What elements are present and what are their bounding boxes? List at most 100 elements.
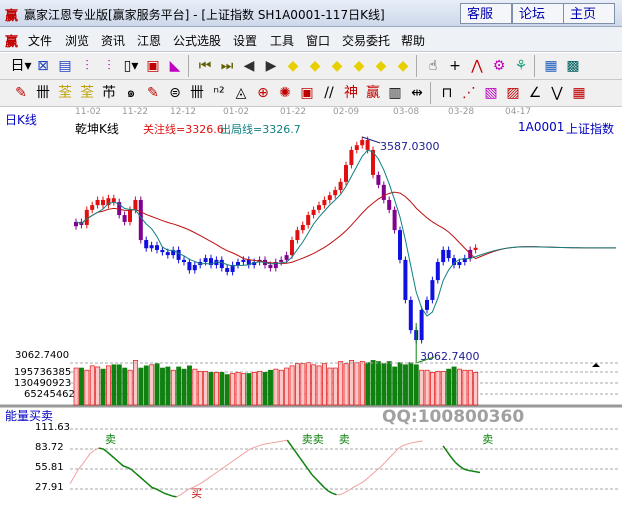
menu-trading[interactable]: 交易委托	[342, 34, 391, 48]
homepage-button[interactable]: 主页	[563, 3, 615, 24]
volume-bar	[197, 370, 203, 406]
last-icon[interactable]: ⏭	[220, 58, 234, 74]
volume-bar	[354, 362, 360, 406]
gear-pattern-icon[interactable]: ⚙	[492, 58, 506, 74]
fan-box-icon[interactable]: ▧	[484, 85, 498, 101]
gold-1-icon[interactable]: 荃	[58, 85, 72, 101]
energy-segment	[307, 468, 313, 476]
pattern-icon[interactable]: ⚘	[514, 58, 528, 74]
chart-area[interactable]: 日K线 11-02 11-22 12-12 01-02 01-22 02-09 03-08 0…	[0, 107, 622, 510]
lines-icon[interactable]: 卌	[190, 85, 204, 101]
overlay-icon[interactable]: ▣	[146, 58, 160, 74]
crosshair-icon[interactable]: +	[449, 58, 461, 74]
candle	[176, 249, 181, 260]
volume-bar	[84, 369, 90, 406]
move-right-icon[interactable]: ◆	[309, 58, 321, 74]
volume-bar	[316, 365, 322, 406]
energy-segment	[274, 441, 280, 443]
info-icon[interactable]: ▤	[58, 58, 72, 74]
menu-formula-screening[interactable]: 公式选股	[173, 34, 222, 48]
right-icon[interactable]: ▶	[265, 58, 277, 74]
volume-bar	[359, 361, 365, 406]
star-icon[interactable]: ✺	[279, 85, 291, 101]
wave-icon[interactable]: ⋁	[551, 85, 563, 101]
line-icon[interactable]: ⋀	[471, 58, 483, 74]
gann-grid-icon[interactable]: 卌	[36, 85, 50, 101]
calculator-icon[interactable]: ▩	[566, 58, 580, 74]
menu-help[interactable]: 帮助	[401, 34, 426, 48]
zoom-in-icon[interactable]: ◆	[331, 58, 343, 74]
energy-segment	[205, 477, 210, 481]
energy-segment	[471, 470, 477, 473]
fan-icon[interactable]: ⋰	[462, 85, 476, 101]
menu-window[interactable]: 窗口	[306, 34, 331, 48]
menu-logo: 赢	[5, 35, 19, 50]
candle	[376, 174, 381, 185]
volume-bar	[365, 362, 371, 406]
box-icon[interactable]: ⊓	[441, 85, 453, 101]
fan-box-2-icon[interactable]: ▨	[506, 85, 520, 101]
pen-icon[interactable]: ✎	[15, 85, 27, 101]
candle	[338, 181, 343, 191]
volume-bar	[278, 369, 284, 406]
period-day-button[interactable]: 日▾	[10, 58, 32, 74]
gann-angle-icon[interactable]: ∠	[528, 85, 542, 101]
energy-segment	[172, 495, 177, 498]
indicator-9-icon[interactable]: ⫶	[107, 58, 111, 74]
menu-news[interactable]: 资讯	[101, 34, 126, 48]
period-label: 日K线	[5, 113, 37, 127]
marks-icon[interactable]: //	[324, 85, 334, 101]
spiral-icon[interactable]: ๑	[126, 85, 136, 101]
expand-icon[interactable]: ◆	[375, 58, 387, 74]
date-tick: 11-02	[75, 107, 102, 117]
energy-segment	[319, 482, 325, 489]
volume-bar	[208, 372, 214, 406]
menu-tools[interactable]: 工具	[270, 34, 295, 48]
candle-type-icon[interactable]: ▯▾	[123, 58, 139, 74]
volume-bar	[262, 372, 268, 406]
date-tick: 04-17	[505, 107, 532, 117]
energy-segment	[147, 483, 153, 489]
shen-icon[interactable]: 神	[344, 85, 358, 101]
indicator-3-icon[interactable]: ⫶	[85, 58, 89, 74]
flag-icon[interactable]: ◣	[169, 58, 181, 74]
chart-switch-icon[interactable]: ⊠	[37, 58, 49, 74]
move-left-icon[interactable]: ◆	[287, 58, 299, 74]
energy-segment	[106, 451, 112, 456]
energy-segment	[168, 493, 173, 497]
ruler-icon[interactable]: ▥	[388, 85, 402, 101]
calendar-icon[interactable]: ▦	[544, 58, 558, 74]
volume-bar	[116, 364, 122, 406]
candle	[290, 240, 294, 256]
forum-button[interactable]: 论坛	[512, 3, 564, 24]
left-icon[interactable]: ◀	[243, 58, 255, 74]
grid-icon[interactable]: ▦	[572, 85, 586, 101]
shrink-icon[interactable]: ◆	[397, 58, 409, 74]
candle	[84, 209, 89, 225]
volume-bar	[160, 367, 165, 406]
menu-gann[interactable]: 江恩	[137, 34, 162, 48]
window-title: 赢家江恩专业版[赢家服务平台] - [上证指数 SH1A0001-117日K线]	[24, 8, 385, 22]
pen-scale-icon[interactable]: ✎	[147, 85, 159, 101]
square-icon[interactable]: ▣	[300, 85, 314, 101]
circle-grid-icon[interactable]: ⊜	[169, 85, 181, 101]
angle-icon[interactable]: ◬	[235, 85, 247, 101]
ying-icon[interactable]: 赢	[366, 85, 380, 101]
fib-icon[interactable]: 芇	[102, 85, 116, 101]
candle	[246, 259, 251, 266]
customer-service-button[interactable]: 客服	[460, 3, 512, 24]
target-icon[interactable]: ⊕	[257, 85, 269, 101]
first-icon[interactable]: ⏮	[198, 58, 212, 74]
candle	[354, 145, 359, 150]
menu-settings[interactable]: 设置	[233, 34, 258, 48]
hand-icon[interactable]: ☝	[428, 58, 438, 74]
energy-segment	[327, 490, 333, 494]
gold-2-icon[interactable]: 荃	[80, 85, 94, 101]
width-icon[interactable]: ⇹	[411, 85, 423, 101]
menu-browse[interactable]: 浏览	[65, 34, 90, 48]
menu-file[interactable]: 文件	[28, 34, 53, 48]
n2-icon[interactable]: ⁿ²	[213, 85, 225, 101]
volume-bar	[381, 363, 387, 406]
zoom-out-icon[interactable]: ◆	[353, 58, 365, 74]
toolbar-separator	[430, 82, 436, 104]
